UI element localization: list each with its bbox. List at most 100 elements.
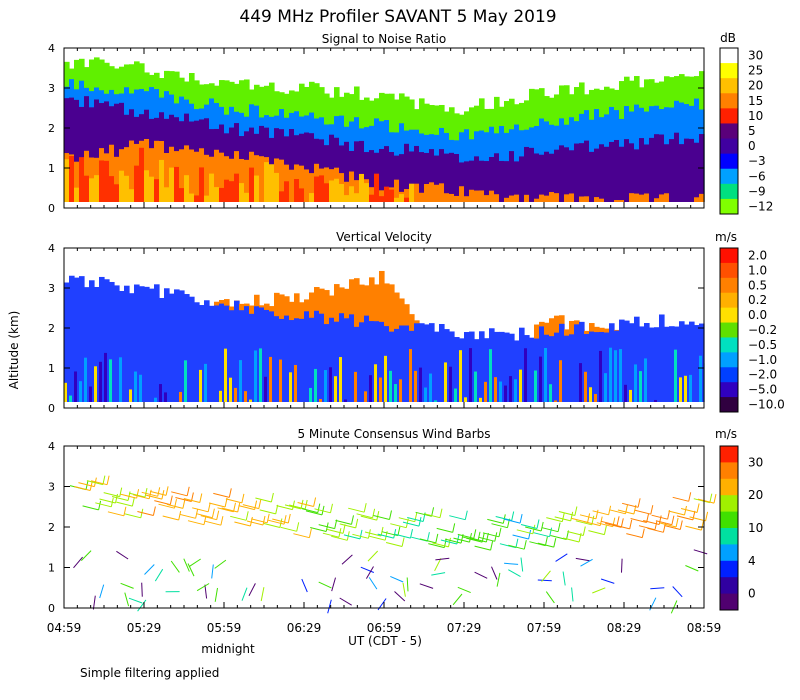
wind-barb xyxy=(213,492,230,498)
wind-barb xyxy=(668,510,685,516)
heatmap-cell xyxy=(299,188,305,202)
wind-barb xyxy=(377,533,394,539)
heatmap-cell xyxy=(429,323,435,402)
heatmap-cell xyxy=(309,317,315,402)
heatmap-cell xyxy=(354,193,360,202)
wind-barb xyxy=(600,578,615,584)
y-tick-label: 0 xyxy=(48,402,55,415)
heatmap-cell xyxy=(534,370,537,402)
colorbar-swatch xyxy=(720,248,738,264)
wind-colorbar: 30 20 10 4 0 xyxy=(719,445,763,611)
heatmap-cell xyxy=(219,187,225,202)
heatmap-cell xyxy=(299,165,305,202)
heatmap-cell xyxy=(264,376,267,402)
wind-barb xyxy=(120,582,134,589)
wind-barb xyxy=(360,515,377,521)
wind-barb-flag xyxy=(258,499,262,509)
heatmap-cell xyxy=(269,356,272,402)
wind-barb-flag xyxy=(435,533,439,544)
colorbar-swatch xyxy=(720,337,738,353)
heatmap-cell xyxy=(439,324,445,402)
heatmap-cell xyxy=(614,200,620,202)
heatmap-cell xyxy=(674,132,680,202)
y-tick-label: 1 xyxy=(48,562,55,575)
heatmap-cell xyxy=(419,152,425,202)
velocity-colorbar: 2.01.00.50.20.0−0.2−0.5−1.0−2.0−5.0−10.0 xyxy=(719,247,785,413)
heatmap-cell xyxy=(664,366,667,402)
wind-barb xyxy=(697,498,715,504)
wind-barb xyxy=(120,493,137,499)
x-tick-label: 06:29 xyxy=(287,621,322,635)
wind-barb xyxy=(251,518,268,524)
heatmap-cell xyxy=(64,282,70,402)
colorbar-swatch xyxy=(720,138,738,155)
wind-barb-flag xyxy=(262,515,266,526)
heatmap-cell xyxy=(539,194,545,202)
wind-barb-flag xyxy=(511,511,515,521)
heatmap-cell xyxy=(99,160,105,202)
heatmap-cell xyxy=(429,373,432,402)
wind-barb xyxy=(92,595,96,610)
heatmap-cell xyxy=(639,194,645,202)
heatmap-cell xyxy=(404,189,410,202)
heatmap-cell xyxy=(389,189,395,202)
wind-barb xyxy=(116,501,133,507)
heatmap-cell xyxy=(454,388,457,402)
heatmap-cell xyxy=(534,338,540,402)
heatmap-cell xyxy=(359,322,365,402)
wind-barb xyxy=(643,520,660,525)
heatmap-cell xyxy=(529,337,535,402)
heatmap-cell xyxy=(689,321,695,402)
heatmap-cell xyxy=(169,293,175,402)
heatmap-cell xyxy=(654,134,660,202)
x-tick-label: 08:59 xyxy=(687,621,722,635)
heatmap-cell xyxy=(624,139,630,202)
wind-barb xyxy=(214,559,227,569)
wind-barb xyxy=(584,521,601,527)
heatmap-cell xyxy=(319,175,325,202)
wind-barb-flag xyxy=(523,540,527,550)
wind-barb xyxy=(487,518,504,524)
wind-barb xyxy=(327,599,332,614)
wind-barb xyxy=(406,577,409,592)
heatmap-cell xyxy=(189,395,192,402)
heatmap-cell xyxy=(294,318,300,402)
heatmap-cell xyxy=(654,198,660,202)
heatmap-cell xyxy=(379,190,385,202)
heatmap-cell xyxy=(69,275,75,402)
heatmap-cell xyxy=(129,140,135,202)
wind-barb-flag xyxy=(367,529,371,539)
wind-barb xyxy=(381,531,399,537)
wind-barb-flag xyxy=(684,505,687,516)
heatmap-cell xyxy=(504,161,510,202)
heatmap-cell xyxy=(374,321,380,402)
heatmap-cell xyxy=(544,151,550,202)
heatmap-cell xyxy=(649,358,652,402)
heatmap-cell xyxy=(369,187,375,202)
heatmap-cell xyxy=(244,391,247,402)
heatmap-cell xyxy=(444,153,450,202)
heatmap-cell xyxy=(254,350,257,402)
wind-barb xyxy=(255,497,272,503)
wind-barb-flag xyxy=(410,528,413,539)
heatmap-cell xyxy=(529,377,532,402)
heatmap-cell xyxy=(89,178,95,202)
wind-barb-flag xyxy=(178,510,182,521)
heatmap-cell xyxy=(219,152,225,202)
heatmap-cell xyxy=(204,363,207,402)
wind-barb-flag xyxy=(300,499,304,510)
wind-barb-flag xyxy=(351,515,354,525)
heatmap-cell xyxy=(439,183,445,202)
heatmap-cell xyxy=(254,175,260,202)
wind-barb xyxy=(128,492,146,498)
wind-barb xyxy=(221,507,238,513)
heatmap-cell xyxy=(584,333,590,402)
x-tick-label: 08:29 xyxy=(607,621,642,635)
wind-barb xyxy=(360,566,374,573)
heatmap-cell xyxy=(359,373,362,402)
heatmap-cell xyxy=(394,384,397,402)
wind-barb xyxy=(144,564,155,575)
colorbar-label: −0.2 xyxy=(748,323,777,337)
colorbar-swatch xyxy=(720,462,738,480)
heatmap-cell xyxy=(579,143,585,202)
